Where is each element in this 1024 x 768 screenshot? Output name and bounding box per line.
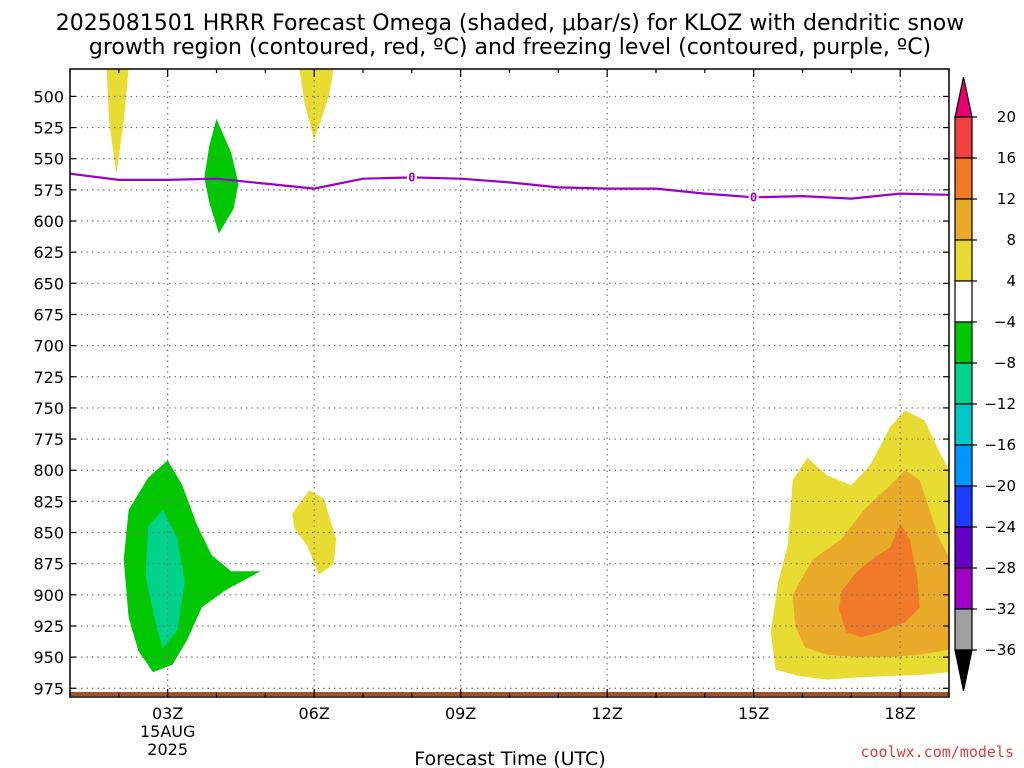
y-tick-label-800: 800 [33, 461, 64, 480]
chart-title-line-1: 2025081501 HRRR Forecast Omega (shaded, … [56, 11, 964, 36]
y-tick-label-900: 900 [33, 586, 64, 605]
omega-shaded-region-8 [839, 523, 920, 638]
chart-title-line-2: growth region (contoured, red, ºC) and f… [89, 35, 931, 60]
colorbar-label-12: −32 [984, 600, 1016, 618]
x-axis-title: Forecast Time (UTC) [414, 748, 605, 768]
y-tick-label-550: 550 [33, 150, 64, 169]
colorbar-label-9: −20 [984, 477, 1016, 495]
y-tick-label-850: 850 [33, 524, 64, 543]
colorbar-label-3: 8 [1006, 231, 1016, 249]
colorbar-bin-5 [954, 280, 973, 323]
colorbar-bin-1 [954, 116, 973, 159]
x-tick-label-18Z: 18Z [885, 704, 916, 723]
omega-shaded-region-4 [145, 510, 185, 649]
credit-text: coolwx.com/models [860, 743, 1014, 761]
colorbar-label-11: −28 [984, 559, 1016, 577]
colorbar-label-2: 12 [997, 190, 1016, 208]
x-tick-label-12Z: 12Z [592, 704, 623, 723]
colorbar-bin-12 [954, 567, 973, 610]
colorbar-bin-4 [954, 239, 973, 282]
y-tick-label-500: 500 [33, 87, 64, 106]
y-tick-label-875: 875 [33, 555, 64, 574]
freezing-label-bg-1 [748, 190, 759, 205]
freezing-label-bg-0 [406, 170, 417, 185]
y-tick-label-525: 525 [33, 119, 64, 138]
colorbar-label-0: 20 [997, 108, 1016, 126]
freezing-level-contour [69, 172, 950, 200]
x-tick-label-15Z: 15Z [738, 704, 769, 723]
colorbar-label-1: 16 [997, 149, 1016, 167]
colorbar-bin-8 [954, 403, 973, 446]
colorbar-label-7: −12 [984, 395, 1016, 413]
x-tick-label-06Z: 06Z [299, 704, 330, 723]
x-tick-label-03Z: 03Z [152, 704, 183, 723]
colorbar-bottom-arrow [954, 649, 973, 692]
omega-shaded-region-1 [299, 69, 334, 140]
y-tick-label-775: 775 [33, 430, 64, 449]
colorbar-label-5: −4 [994, 313, 1016, 331]
y-tick-label-725: 725 [33, 368, 64, 387]
y-tick-label-575: 575 [33, 181, 64, 200]
colorbar-label-10: −24 [984, 518, 1016, 536]
y-tick-label-950: 950 [33, 648, 64, 667]
colorbar-label-6: −8 [994, 354, 1016, 372]
colorbar-label-13: −36 [984, 641, 1016, 659]
y-tick-label-925: 925 [33, 617, 64, 636]
omega-shaded-region-5 [292, 490, 337, 575]
omega-shaded-region-0 [106, 69, 129, 174]
y-tick-label-650: 650 [33, 274, 64, 293]
omega-shaded-region-2 [204, 118, 239, 234]
y-tick-label-625: 625 [33, 243, 64, 262]
y-tick-label-700: 700 [33, 337, 64, 356]
y-tick-label-825: 825 [33, 492, 64, 511]
colorbar-label-4: 4 [1006, 272, 1016, 290]
plot-area: 0 0 500 525 550 575 600 625 650 675 700 725 750 775 80… [33, 68, 950, 759]
colorbar-bin-6 [954, 321, 973, 364]
omega-colorbar: 20 16 12 8 4 −4 −8 −12 −16 −20 −24 −28 −32 −36 [954, 76, 1016, 692]
y-tick-label-975: 975 [33, 679, 64, 698]
colorbar-bin-10 [954, 485, 973, 528]
x-tick-sublabel-03Z-0: 15AUG [140, 722, 195, 741]
colorbar-bin-9 [954, 444, 973, 487]
colorbar-bin-3 [954, 198, 973, 241]
x-tick-label-09Z: 09Z [445, 704, 476, 723]
colorbar-bin-13 [954, 608, 973, 651]
y-tick-label-675: 675 [33, 305, 64, 324]
y-tick-label-600: 600 [33, 212, 64, 231]
colorbar-label-8: −16 [984, 436, 1016, 454]
colorbar-bin-11 [954, 526, 973, 569]
colorbar-bin-2 [954, 157, 973, 200]
colorbar-bin-7 [954, 362, 973, 405]
y-tick-label-750: 750 [33, 399, 64, 418]
colorbar-top-arrow [954, 76, 973, 118]
x-tick-sublabel-03Z-1: 2025 [147, 740, 188, 759]
freezing-level-label-1: 0 [750, 190, 757, 204]
freezing-level-label-0: 0 [408, 170, 415, 184]
